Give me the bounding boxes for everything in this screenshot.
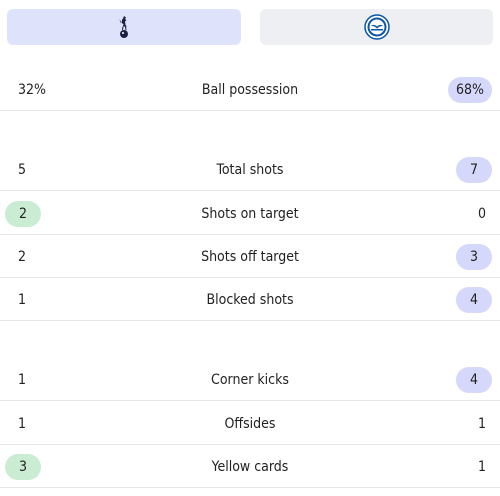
- away-value-highlight: 68%: [448, 76, 492, 103]
- home-team-tab[interactable]: [7, 9, 241, 45]
- spurs-cockerel-icon: [119, 16, 128, 38]
- stat-row-corner-kicks: 1 Corner kicks 4: [0, 358, 500, 401]
- stat-label: Yellow cards: [211, 458, 289, 475]
- home-value: 1: [18, 371, 27, 388]
- home-value: 2: [18, 248, 27, 265]
- stat-row-ball-possession: 32% Ball possession 68%: [0, 68, 500, 111]
- stat-row-shots-off-target: 2 Shots off target 3: [0, 235, 500, 278]
- away-value-highlight: 3: [456, 243, 492, 270]
- stat-label: Shots off target: [201, 248, 299, 265]
- away-value: 1: [477, 415, 486, 432]
- home-value-highlight: 2: [5, 200, 41, 227]
- brighton-seagull-icon: [363, 14, 390, 40]
- stat-row-shots-on-target: 2 Shots on target 0: [0, 192, 500, 235]
- stat-label: Offsides: [224, 415, 276, 432]
- home-value: 5: [18, 161, 27, 178]
- home-value: 32%: [18, 81, 46, 98]
- away-value-highlight: 7: [456, 156, 492, 183]
- away-team-tab[interactable]: [260, 9, 493, 45]
- away-value: 0: [477, 205, 486, 222]
- away-value-highlight: 4: [456, 366, 492, 393]
- team-tabs: [7, 9, 493, 45]
- away-value-highlight: 4: [456, 286, 492, 313]
- stat-label: Blocked shots: [206, 291, 294, 308]
- stat-label: Ball possession: [201, 81, 299, 98]
- stat-label: Total shots: [216, 161, 284, 178]
- home-value-highlight: 3: [5, 453, 41, 480]
- stat-row-total-shots: 5 Total shots 7: [0, 148, 500, 191]
- stat-label: Corner kicks: [211, 371, 289, 388]
- away-value: 1: [477, 458, 486, 475]
- home-value: 1: [18, 415, 27, 432]
- stat-row-offsides: 1 Offsides 1: [0, 402, 500, 445]
- stat-label: Shots on target: [201, 205, 299, 222]
- home-value: 1: [18, 291, 27, 308]
- stat-row-yellow-cards: 3 Yellow cards 1: [0, 445, 500, 488]
- stat-row-blocked-shots: 1 Blocked shots 4: [0, 278, 500, 321]
